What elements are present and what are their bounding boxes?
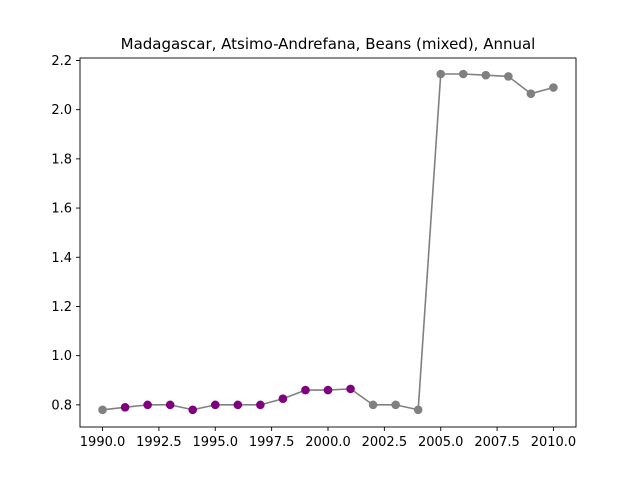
data-point (278, 394, 288, 404)
data-point (458, 69, 468, 79)
data-point (436, 69, 446, 79)
data-point (301, 385, 310, 395)
data-point (165, 400, 175, 410)
y-tick-label: 1.6 (51, 202, 72, 217)
axes-frame (79, 57, 577, 428)
x-tick-label: 2002.5 (362, 435, 408, 450)
y-tick-label: 1.0 (51, 349, 72, 364)
data-point (481, 70, 491, 80)
data-point (323, 385, 333, 395)
plot-area: 1990.0 1992.5 1995.0 1997.5 2000.0 2002.5 2005… (51, 54, 577, 450)
y-tick-label: 0.8 (51, 398, 72, 413)
data-point (526, 89, 536, 98)
y-tick-label: 1.2 (51, 300, 72, 315)
x-tick-label: 1992.5 (136, 435, 182, 450)
data-point (233, 400, 243, 410)
data-point (98, 405, 107, 415)
data-point (256, 400, 265, 410)
data-point (391, 400, 400, 410)
y-tick-label: 2.2 (51, 54, 72, 69)
y-tick-label: 1.4 (51, 251, 72, 266)
x-tick-label: 2007.5 (474, 435, 520, 450)
data-point (346, 384, 355, 394)
x-tick-label: 2010.0 (531, 435, 577, 450)
data-point (120, 403, 130, 412)
data-point (413, 405, 423, 415)
x-tick-label: 2005.0 (418, 435, 464, 450)
data-point (504, 72, 513, 81)
x-tick-label: 1990.0 (80, 435, 126, 450)
x-tick-label: 2000.0 (305, 435, 351, 450)
chart-title: Madagascar, Atsimo-Andrefana, Beans (mix… (121, 35, 536, 53)
x-tick-label: 1997.5 (249, 435, 295, 450)
y-tick-label: 1.8 (51, 152, 72, 167)
data-point (210, 400, 220, 410)
y-tick-label: 2.0 (51, 103, 72, 118)
data-point (549, 83, 558, 92)
data-point (368, 400, 378, 410)
data-point (188, 405, 198, 415)
data-point (143, 400, 152, 410)
x-tick-label: 1995.0 (193, 435, 239, 450)
